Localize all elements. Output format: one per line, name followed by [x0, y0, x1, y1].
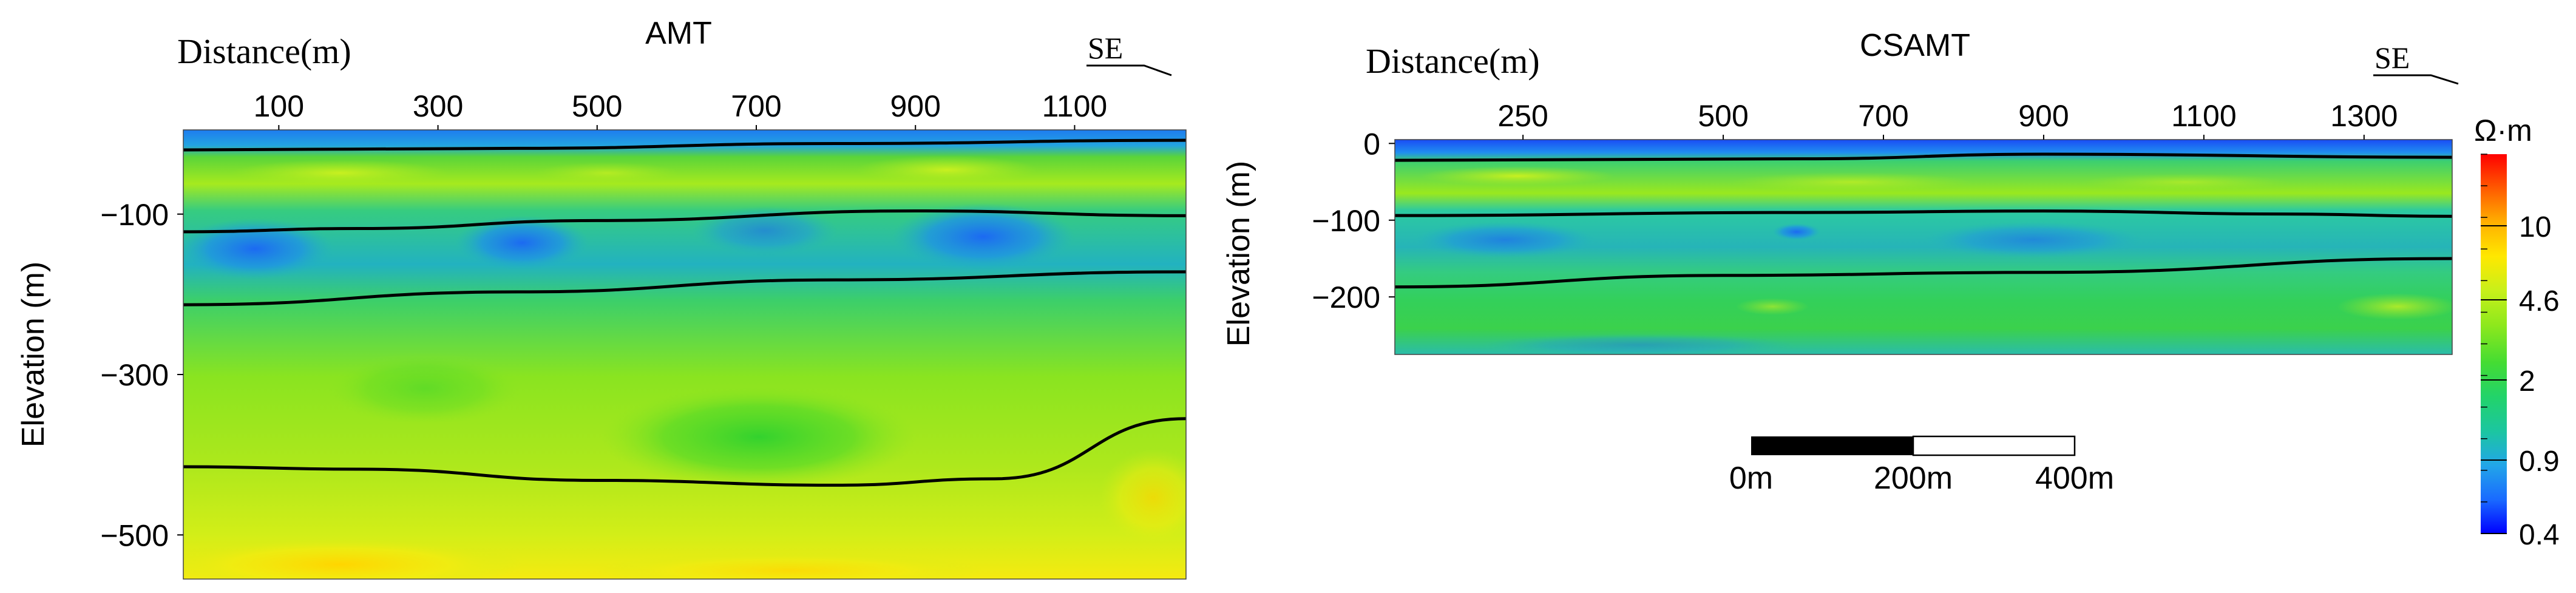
amt-direction-arrow: [1086, 64, 1172, 76]
amt-direction-label: SE: [1088, 31, 1123, 65]
csamt-x-axis-label: Distance(m): [1366, 41, 1540, 81]
csamt-chart-panel: 250 500 700 900 1100 1300 0 −100 −200 CSAMT Dist…: [1221, 28, 2459, 355]
colorbar-unit: Ω·m: [2474, 114, 2532, 147]
amt-plot-frame: [183, 129, 1187, 580]
csamt-interface-lines: [1395, 152, 2452, 289]
csamt-direction-marker: SE: [2373, 41, 2459, 85]
colorbar-tick-label: 2: [2519, 365, 2535, 398]
scale-label-0m: 0m: [1729, 461, 1773, 496]
csamt-y-tick-label: −100: [1312, 204, 1380, 238]
amt-interface-line: [183, 209, 1186, 234]
csamt-plot-frame: [1394, 139, 2453, 355]
colorbar-tick-label: 0.4: [2519, 519, 2560, 551]
csamt-x-tick-label: 1100: [2171, 99, 2237, 133]
amt-y-tick-label: −300: [100, 358, 169, 392]
amt-interface-line: [183, 270, 1186, 307]
csamt-y-axis-label: Elevation (m): [1221, 161, 1256, 347]
csamt-x-tick-label: 700: [1858, 99, 1908, 133]
amt-x-tick-label: 300: [413, 89, 463, 123]
amt-x-tick-label: 500: [572, 89, 622, 123]
scale-bar: 0m 200m 400m: [1729, 435, 2114, 496]
amt-resistivity-field: [183, 130, 1186, 579]
amt-x-tick-label: 700: [731, 89, 781, 123]
csamt-axes: 250 500 700 900 1100 1300 0 −100 −200: [1312, 99, 2453, 355]
csamt-direction-arrow: [2373, 74, 2459, 85]
amt-chart-panel: 100 300 500 700 900 1100 −100 −300 −500 AMT Dist…: [16, 16, 1187, 580]
csamt-contour-anomalies: [1414, 166, 2452, 354]
csamt-x-tick-label: 250: [1497, 99, 1548, 133]
csamt-interface-line: [1395, 152, 2452, 162]
csamt-x-tick-label: 1300: [2330, 99, 2398, 133]
colorbar-tick-label: 10: [2519, 211, 2551, 243]
amt-direction-marker: SE: [1086, 31, 1172, 76]
amt-interface-lines: [183, 138, 1186, 487]
scale-bar-white-segment: [1912, 435, 2076, 456]
csamt-y-tick-label: −200: [1312, 280, 1380, 314]
amt-x-tick-label: 1100: [1042, 89, 1108, 123]
csamt-title: CSAMT: [1860, 28, 1970, 63]
scale-label-200m: 200m: [1874, 461, 1953, 496]
amt-axes: 100 300 500 700 900 1100 −100 −300 −500: [100, 89, 1187, 580]
amt-x-axis-label: Distance(m): [177, 32, 351, 71]
csamt-interface-line: [1395, 209, 2452, 218]
amt-y-axis-label: Elevation (m): [16, 262, 51, 447]
amt-interface-line: [183, 138, 1186, 152]
csamt-x-tick-label: 500: [1698, 99, 1748, 133]
csamt-x-tick-label: 900: [2018, 99, 2069, 133]
csamt-interface-line: [1395, 257, 2452, 289]
colorbar-tick-label: 4.6: [2519, 285, 2560, 317]
amt-x-tick-label: 900: [890, 89, 941, 123]
csamt-y-tick-label: 0: [1363, 127, 1380, 161]
amt-x-tick-label: 100: [254, 89, 304, 123]
colorbar-ticks: 10 4.6 2 0.9 0.4: [2481, 154, 2560, 551]
amt-y-tick-label: −500: [100, 518, 169, 552]
colorbar-tick-label: 0.9: [2519, 446, 2560, 478]
amt-title: AMT: [645, 16, 712, 51]
csamt-direction-label: SE: [2374, 41, 2410, 75]
amt-contour-anomalies: [183, 155, 1186, 579]
colorbar: Ω·m 10 4.6 2 0.9 0.4: [2474, 114, 2560, 551]
amt-interface-line: [183, 417, 1186, 487]
scale-bar-black-segment: [1751, 436, 1913, 455]
amt-y-tick-label: −100: [100, 198, 169, 232]
scale-label-400m: 400m: [2035, 461, 2114, 496]
